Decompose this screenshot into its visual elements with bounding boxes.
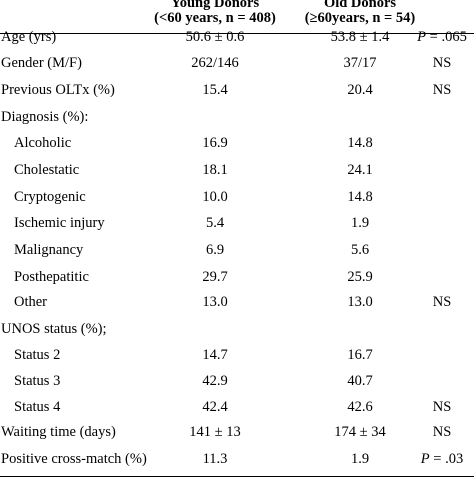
header-young-title: Young Donors <box>170 0 260 11</box>
table-row: Diagnosis (%): <box>0 107 474 127</box>
p-value: NS <box>410 53 474 73</box>
table-row: Status 3 42.9 40.7 <box>0 371 474 391</box>
table-row: Cholestatic 18.1 24.1 <box>0 160 474 180</box>
old-donors-value: 40.7 <box>347 373 373 389</box>
table-row: UNOS status (%); <box>0 319 474 339</box>
header-young-donors: Young Donors (<60 years, n = 408) <box>150 0 280 26</box>
p-value: NS <box>410 422 474 442</box>
old-donors-value: 16.7 <box>347 347 373 363</box>
young-donors-value: 16.9 <box>202 135 228 151</box>
row-label: Age (yrs) <box>1 29 57 45</box>
p-value: P = .03 <box>410 449 474 469</box>
old-donors-value: 24.1 <box>347 162 373 178</box>
row-label: Cholestatic <box>14 162 80 178</box>
row-label: Cryptogenic <box>14 189 86 205</box>
old-donors-value: 42.6 <box>347 399 373 415</box>
table-row: Ischemic injury 5.4 1.9 <box>0 213 474 233</box>
p-text: NS <box>432 55 452 71</box>
table-header: Young Donors (<60 years, n = 408) Old Do… <box>0 0 474 34</box>
young-donors-value: 29.7 <box>202 269 228 285</box>
row-label: Positive cross-match (%) <box>1 451 147 467</box>
row-label: UNOS status (%); <box>1 321 107 337</box>
young-donors-value: 13.0 <box>202 294 228 310</box>
row-label: Status 3 <box>14 373 61 389</box>
young-donors-value: 6.9 <box>205 242 225 258</box>
row-label: Gender (M/F) <box>1 55 82 71</box>
young-donors-value: 15.4 <box>202 82 228 98</box>
p-symbol: P <box>417 29 427 45</box>
header-young-subtitle: (<60 years, n = 408) <box>154 10 276 26</box>
table-row: Waiting time (days) 141 ± 13 174 ± 34 NS <box>0 422 474 442</box>
young-donors-value: 10.0 <box>202 189 228 205</box>
p-value: P = .065 <box>410 27 474 47</box>
old-donors-value: 14.8 <box>347 189 373 205</box>
old-donors-value: 1.9 <box>350 451 370 467</box>
p-value: NS <box>410 397 474 417</box>
table-row: Age (yrs) 50.6 ± 0.6 53.8 ± 1.4 P = .065 <box>0 27 474 47</box>
old-donors-value: 37/17 <box>343 55 377 71</box>
row-label: Alcoholic <box>14 135 72 151</box>
p-text: NS <box>432 294 452 310</box>
table-row: Malignancy 6.9 5.6 <box>0 240 474 260</box>
old-donors-value: 1.9 <box>350 215 370 231</box>
table-row: Status 4 42.4 42.6 NS <box>0 397 474 417</box>
table-row: Posthepatitic 29.7 25.9 <box>0 267 474 287</box>
table-row: Alcoholic 16.9 14.8 <box>0 133 474 153</box>
table-row: Other 13.0 13.0 NS <box>0 292 474 312</box>
header-old-title: Old Donors <box>323 0 397 11</box>
p-value: NS <box>410 80 474 100</box>
row-label: Ischemic injury <box>14 215 105 231</box>
old-donors-value: 20.4 <box>347 82 373 98</box>
table-row: Status 2 14.7 16.7 <box>0 345 474 365</box>
p-text: NS <box>432 82 452 98</box>
table-row: Cryptogenic 10.0 14.8 <box>0 187 474 207</box>
row-label: Previous OLTx (%) <box>1 82 115 98</box>
p-symbol: P <box>420 451 430 467</box>
old-donors-value: 174 ± 34 <box>334 424 386 440</box>
header-rule <box>0 33 474 34</box>
young-donors-value: 14.7 <box>202 347 228 363</box>
table-row: Gender (M/F) 262/146 37/17 NS <box>0 53 474 73</box>
table-row: Previous OLTx (%) 15.4 20.4 NS <box>0 80 474 100</box>
header-old-subtitle: (≥60years, n = 54) <box>304 10 416 26</box>
row-label: Posthepatitic <box>14 269 89 285</box>
old-donors-value: 14.8 <box>347 135 373 151</box>
header-old-donors: Old Donors (≥60years, n = 54) <box>290 0 430 26</box>
row-label: Other <box>14 294 48 310</box>
young-donors-value: 42.4 <box>202 399 228 415</box>
young-donors-value: 42.9 <box>202 373 228 389</box>
young-donors-value: 262/146 <box>191 55 239 71</box>
row-label: Status 4 <box>14 399 61 415</box>
old-donors-value: 53.8 ± 1.4 <box>330 29 390 45</box>
young-donors-value: 141 ± 13 <box>189 424 241 440</box>
table-row: Positive cross-match (%) 11.3 1.9 P = .03 <box>0 449 474 469</box>
row-label: Waiting time (days) <box>1 424 116 440</box>
young-donors-value: 5.4 <box>205 215 225 231</box>
p-text: NS <box>432 399 452 415</box>
row-label: Diagnosis (%): <box>1 109 89 125</box>
young-donors-value: 18.1 <box>202 162 228 178</box>
row-label: Malignancy <box>14 242 84 258</box>
p-text: = .03 <box>429 451 464 467</box>
young-donors-value: 11.3 <box>202 451 228 467</box>
old-donors-value: 25.9 <box>347 269 373 285</box>
old-donors-value: 13.0 <box>347 294 373 310</box>
row-label: Status 2 <box>14 347 61 363</box>
old-donors-value: 5.6 <box>350 242 370 258</box>
p-text: NS <box>432 424 452 440</box>
young-donors-value: 50.6 ± 0.6 <box>185 29 245 45</box>
p-value: NS <box>410 292 474 312</box>
p-text: = .065 <box>426 29 467 45</box>
